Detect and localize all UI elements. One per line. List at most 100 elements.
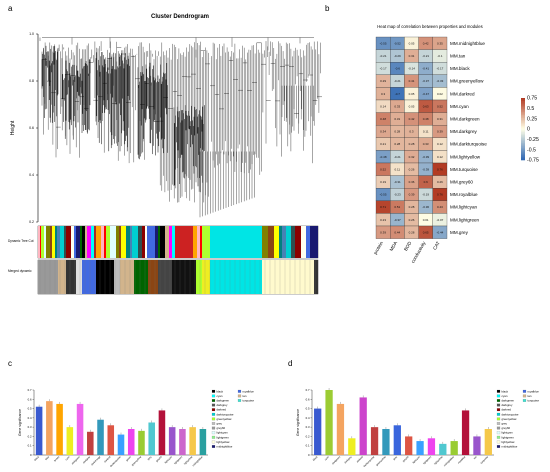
legend-gradient-step	[521, 147, 525, 150]
bar-category-label: darkred	[356, 455, 364, 463]
heatmap-cell-value: 0.11	[394, 167, 400, 171]
merged-dynamic-segment	[202, 260, 210, 294]
bar	[450, 441, 458, 455]
dynamic-tree-cut-segment	[126, 226, 130, 258]
dynamic-tree-cut-segment	[104, 226, 106, 258]
bar	[370, 427, 379, 455]
legend-gradient-step	[521, 104, 525, 107]
heatmap-cell-value: 0.12	[437, 142, 443, 146]
bar-legend-swatch	[496, 426, 501, 430]
dynamic-tree-cut-segment	[274, 226, 279, 258]
heatmap-cells: -0.55 -0.52 0.05 0.42 0.35 -0.21 -0.29 0.31 -0.2…	[375, 36, 448, 239]
bar	[127, 429, 135, 455]
heatmap-cell-value: 0.02	[437, 92, 443, 96]
heatmap-column-label: BOD	[403, 240, 413, 252]
bar	[148, 422, 155, 455]
bar-legend-swatch	[211, 408, 216, 412]
dynamic-tree-cut-segment	[142, 226, 145, 258]
bar-category-label: black	[312, 455, 319, 462]
heatmap-cell-value: -0.7	[395, 92, 401, 96]
legend-tick-label: -0.5	[527, 147, 536, 153]
dynamic-tree-cut-segment	[85, 226, 87, 258]
heatmap-cell-value: 0.19	[380, 180, 386, 184]
heatmap-cell-value: 0.28	[409, 230, 415, 234]
bar-category-label: tan	[473, 455, 478, 460]
dynamic-tree-cut-segment	[41, 226, 44, 258]
dendrogram-tree	[39, 37, 322, 218]
bar	[87, 431, 94, 455]
merged-dynamic-segment	[114, 260, 120, 294]
legend-gradient-step	[521, 122, 525, 125]
legend-gradient-step	[521, 153, 525, 156]
dynamic-tree-cut-segment	[138, 226, 142, 258]
dynamic-tree-cut-segment	[38, 226, 40, 258]
merged-dynamic-segment	[148, 260, 158, 294]
dynamic-tree-cut-segment	[44, 226, 46, 258]
dendrogram-ytick-label: 0.2	[29, 220, 34, 224]
heatmap-cell-value: 0.6	[424, 180, 429, 184]
legend-gradient-step	[521, 150, 525, 153]
color-bar-label-merged: Merged dynamic	[8, 269, 32, 273]
bar	[117, 434, 125, 455]
dendrogram-ytick-label: 0.8	[29, 79, 34, 83]
bar	[416, 441, 424, 455]
dynamic-tree-cut-segment	[310, 226, 318, 258]
heatmap-column-label: CAT	[432, 240, 441, 250]
heatmap-title: Heat map of correlation between properti…	[377, 24, 482, 29]
bar-category-label: black	[34, 455, 41, 462]
bar-ytick-label: 0.1	[306, 444, 310, 448]
dynamic-tree-cut-segment	[262, 226, 268, 258]
legend-gradient-step	[521, 141, 525, 144]
bar-ytick-label: 0.3	[306, 425, 310, 429]
bar-legend-swatch	[496, 440, 501, 444]
heatmap-cell-value: -0.41	[422, 67, 429, 71]
bar-legend-label: darkturquoise	[217, 412, 234, 416]
dynamic-tree-cut-segment	[202, 226, 210, 258]
bar-legend-label: darkgrey	[502, 403, 513, 407]
bar	[473, 436, 481, 455]
heatmap-cell-value: 0.34	[380, 130, 386, 134]
legend-gradient-step	[521, 136, 525, 139]
bar-legend-swatch	[496, 403, 501, 407]
heatmap-cell-value: 0.52	[437, 104, 443, 108]
dynamic-tree-cut-segment	[175, 226, 193, 258]
bar-legend-label: royalblue	[243, 389, 255, 393]
bar	[314, 408, 322, 455]
bar-legend-swatch	[496, 399, 501, 402]
dynamic-tree-cut-segment	[165, 226, 169, 258]
heatmap-row-label: MM.royalblue	[450, 192, 478, 197]
bar-ylabel: Gene significance	[18, 409, 22, 436]
bar	[325, 390, 333, 455]
legend-gradient-step	[521, 139, 525, 142]
panel-letter-c: c	[8, 359, 12, 368]
heatmap-cell-value: 0.71	[380, 205, 386, 209]
bar-legend-label: grey60	[217, 426, 226, 430]
legend-gradient-step	[521, 130, 525, 133]
legend-gradient-step	[521, 129, 525, 131]
merged-dynamic-segment	[120, 260, 134, 294]
bar-legend-label: lightyellow	[502, 440, 516, 444]
bar-category-label: darkturquoise	[363, 455, 376, 468]
merged-dynamic-segment	[134, 260, 148, 294]
bar-category-label: cyan	[65, 455, 71, 461]
bar-legend-label: turquoise	[243, 399, 255, 403]
heatmap-cell-value: 0.42	[409, 117, 415, 121]
bar-legend-label: grey	[217, 422, 223, 426]
legend-gradient-step	[521, 118, 525, 120]
bar-ytick-label: 0.6	[306, 397, 310, 401]
dynamic-tree-cut-segment	[197, 226, 200, 258]
heatmap-cell-value: -0.39	[422, 167, 429, 171]
dynamic-tree-cut-segment	[76, 226, 80, 258]
heatmap-cell-value: -0.21	[380, 54, 387, 58]
heatmap-cell-value: 0.42	[423, 41, 429, 45]
bar-legend-label: black	[217, 389, 224, 393]
heatmap-cell-value: 0.39	[437, 130, 443, 134]
heatmap-cell-value: -0.37	[422, 79, 429, 83]
bar-ytick-label: 0	[308, 453, 310, 457]
heatmap-cell-value: 0.63	[423, 104, 429, 108]
bar	[336, 403, 345, 455]
heatmap-cell-value: 0.05	[409, 104, 415, 108]
dynamic-tree-cut-segment	[50, 226, 52, 258]
heatmap-row-label: MM.grey	[450, 230, 469, 235]
